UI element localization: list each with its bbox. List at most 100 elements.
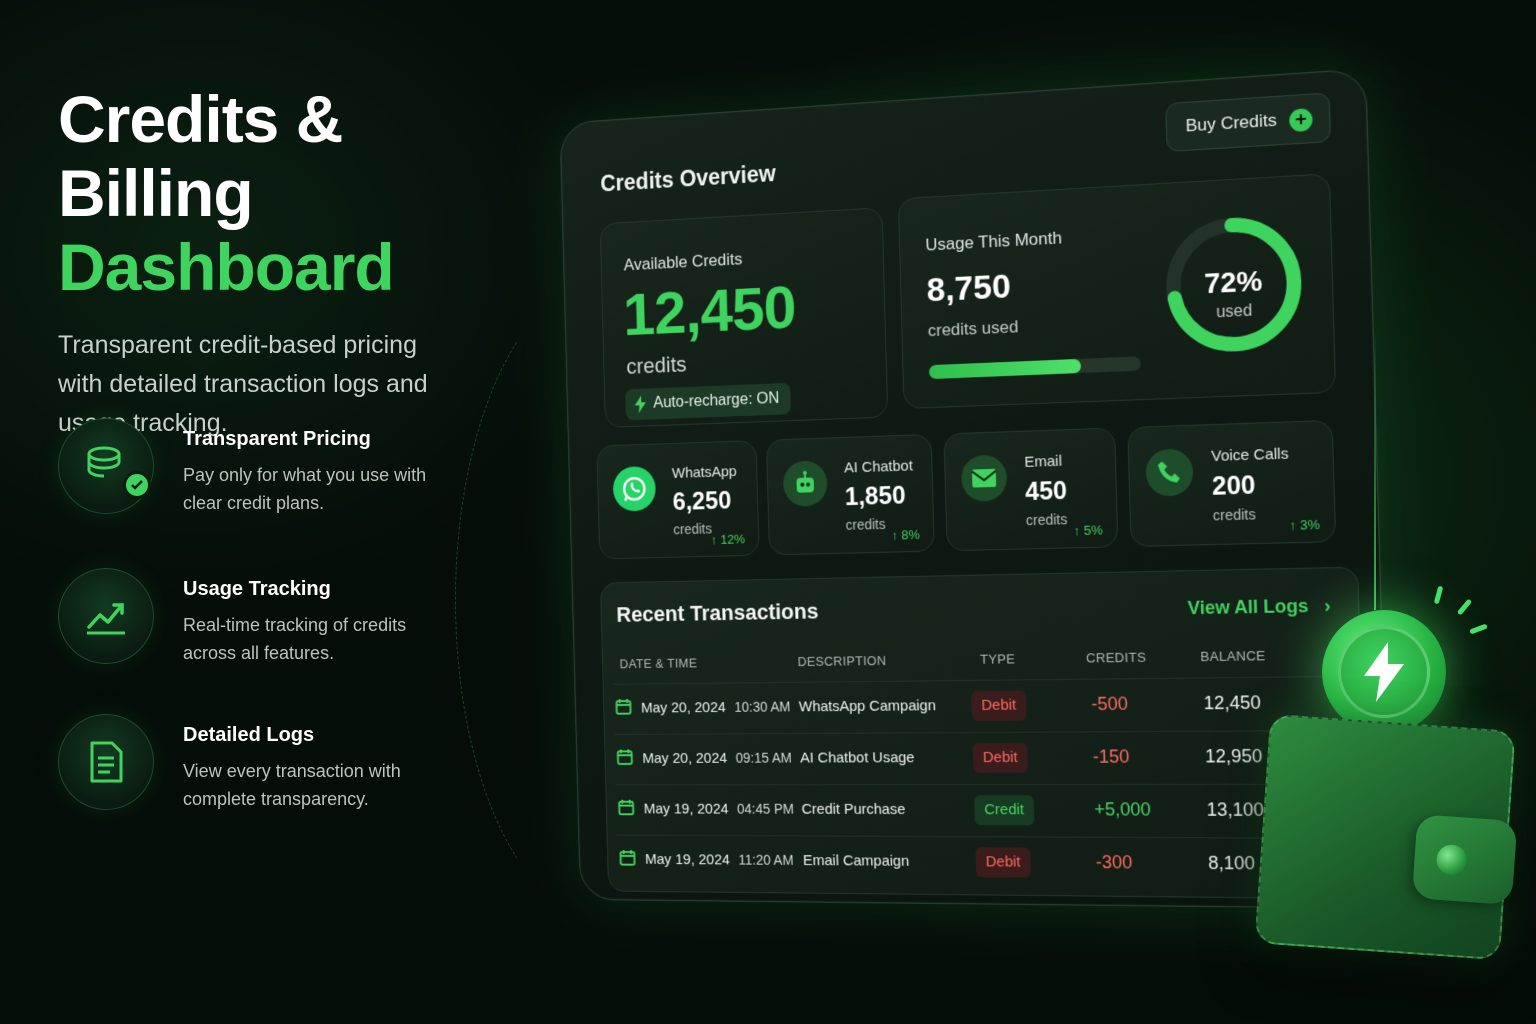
transaction-date: May 20, 2024 [641,699,726,716]
plus-icon: + [1289,108,1313,132]
stat-trend: ↑ 3% [1289,517,1320,533]
spark [1469,624,1488,635]
usage-label: Usage This Month [925,228,1062,255]
glow-line [1374,330,1376,610]
transaction-credits: +5,000 [1094,799,1151,820]
column-header-date: DATE & TIME [619,656,697,672]
transaction-time: 09:15 AM [736,750,792,766]
spark [1457,598,1472,615]
bolt-icon [1362,642,1406,702]
transaction-type-badge: Debit [973,743,1028,773]
table-row[interactable]: May 20, 2024 09:15 AM AI Chatbot Usage Debi… [614,730,1346,784]
stat-card-email[interactable]: Email 450 credits ↑ 5% [943,427,1118,551]
feature-usage-tracking: Usage Tracking Real-time tracking of cre… [58,568,443,667]
transaction-date: May 19, 2024 [644,801,729,818]
mail-icon [961,454,1008,501]
transaction-time: 10:30 AM [734,699,790,715]
calendar-icon [619,849,636,867]
transaction-credits: -300 [1095,852,1132,874]
transaction-balance: 8,100 [1208,853,1255,875]
robot-icon [783,460,828,507]
wallet-icon [1254,714,1515,961]
buy-credits-button[interactable]: Buy Credits + [1165,92,1331,152]
feature-description: Real-time tracking of credits across all… [183,611,443,667]
feature-detailed-logs: Detailed Logs View every transaction wit… [58,714,443,813]
stat-value: 1,850 [845,482,906,513]
usage-this-month-card: Usage This Month 8,750 credits used 72% … [898,173,1336,409]
phone-icon [1145,448,1193,496]
transaction-credits: -150 [1093,746,1130,767]
transaction-description: Credit Purchase [801,801,905,818]
trend-up-icon [58,568,154,664]
calendar-icon [615,698,632,716]
column-header-type: TYPE [980,651,1015,667]
transaction-type-badge: Credit [974,795,1034,825]
panel-title: Credits Overview [600,160,776,197]
available-credits-label: Available Credits [623,250,742,276]
stat-value: 6,250 [672,487,731,517]
transaction-type-badge: Debit [975,847,1030,878]
table-row[interactable]: May 19, 2024 11:20 AM Email Campaign Debit -… [617,835,1350,892]
column-header-balance: BALANCE [1200,648,1266,664]
stat-trend: ↑ 5% [1073,522,1103,538]
transactions-title: Recent Transactions [616,599,819,628]
buy-credits-label: Buy Credits [1185,110,1277,136]
document-icon [58,714,154,810]
available-credits-card: Available Credits 12,450 credits Auto-re… [600,207,889,428]
wallet-flap [1412,814,1518,905]
stat-trend: ↑ 8% [891,527,920,543]
view-all-logs-label: View All Logs [1187,596,1308,619]
usage-progress-bar [929,356,1141,379]
hero: Credits & Billing Dashboard Transparent … [58,82,528,443]
chevron-right-icon: › [1324,595,1331,616]
feature-description: View every transaction with complete tra… [183,757,443,813]
spark [1434,586,1443,605]
stat-unit: credits [1213,506,1256,524]
feature-title: Transparent Pricing [183,428,443,451]
available-credits-value: 12,450 [622,272,796,349]
stat-name: Email [1024,453,1062,471]
coins-check-icon [58,418,154,514]
auto-recharge-toggle[interactable]: Auto-recharge: ON [625,383,791,421]
transaction-type-badge: Debit [971,690,1026,721]
feature-transparent-pricing: Transparent Pricing Pay only for what yo… [58,418,443,517]
stat-name: Voice Calls [1211,445,1289,465]
stat-card-voice-calls[interactable]: Voice Calls 200 credits ↑ 3% [1127,420,1336,547]
hero-title: Credits & Billing [58,82,528,230]
transaction-time: 04:45 PM [737,801,794,817]
table-row[interactable]: May 19, 2024 04:45 PM Credit Purchase Credi… [615,784,1347,838]
whatsapp-icon [613,466,657,512]
stat-card-whatsapp[interactable]: WhatsApp 6,250 credits ↑ 12% [596,440,759,559]
calendar-icon [616,748,633,765]
transaction-balance: 12,950 [1205,746,1263,768]
stat-trend: ↑ 12% [711,532,745,548]
lightning-coin-icon [1322,610,1446,734]
feature-title: Usage Tracking [183,578,443,601]
transaction-description: AI Chatbot Usage [800,749,915,766]
calendar-icon [618,799,635,816]
table-row[interactable]: May 20, 2024 10:30 AM WhatsApp Campaign Deb… [613,676,1345,734]
column-header-description: DESCRIPTION [797,653,886,669]
stat-card-ai-chatbot[interactable]: AI Chatbot 1,850 credits ↑ 8% [766,434,935,556]
stat-value: 450 [1025,477,1068,507]
stat-name: AI Chatbot [844,457,913,476]
stat-value: 200 [1212,471,1256,502]
stat-unit: credits [1026,511,1068,528]
available-credits-unit: credits [626,352,687,380]
view-all-logs-link[interactable]: View All Logs › [1187,595,1331,619]
usage-percent: 72% [1163,263,1305,303]
transaction-balance: 13,100 [1206,799,1264,821]
usage-value: 8,750 [926,267,1011,310]
transaction-description: Email Campaign [803,852,910,870]
bolt-icon [635,395,647,413]
transaction-date: May 19, 2024 [645,851,730,868]
transaction-balance: 12,450 [1203,692,1261,714]
hero-title-accent: Dashboard [58,230,528,304]
transaction-description: WhatsApp Campaign [799,697,937,715]
auto-recharge-label: Auto-recharge: ON [653,390,779,412]
stat-unit: credits [673,521,712,538]
transaction-date: May 20, 2024 [642,750,727,767]
transaction-time: 11:20 AM [738,852,794,868]
wallet-clasp [1436,844,1468,876]
stat-unit: credits [845,516,885,533]
